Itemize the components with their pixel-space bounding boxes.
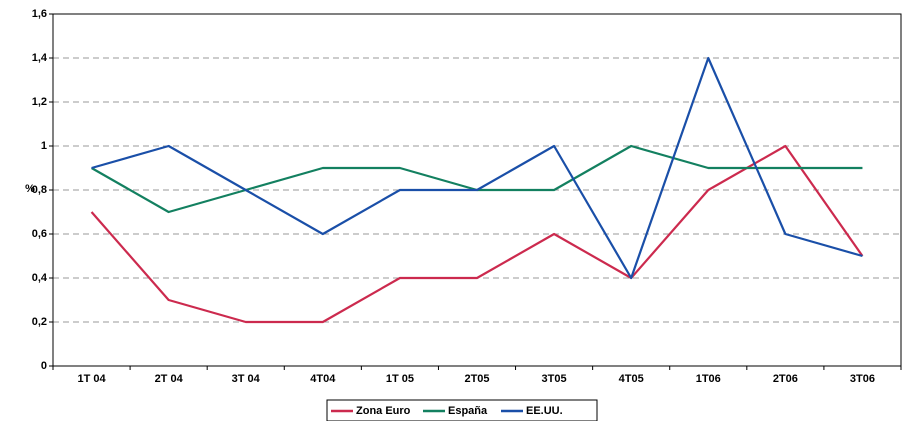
x-tick-label: 2T06 <box>773 373 798 385</box>
x-tick-label: 3T 04 <box>232 373 261 385</box>
y-axis-label: % <box>25 183 35 195</box>
line-series <box>91 56 863 280</box>
y-tick-label: 1,6 <box>32 8 47 20</box>
x-tick-label: 4T05 <box>619 373 644 385</box>
x-tick-label: 1T 05 <box>386 373 414 385</box>
y-tick-label: 0,4 <box>32 272 48 284</box>
x-tick-label: 2T05 <box>464 373 489 385</box>
y-tick-label: 0,2 <box>32 316 47 328</box>
plot-border <box>52 13 902 367</box>
x-tick-label: 3T06 <box>850 373 875 385</box>
legend-label: España <box>448 405 488 417</box>
legend-box <box>326 399 598 421</box>
y-tick-label: 0 <box>41 360 47 372</box>
x-tick-label: 1T 04 <box>77 373 106 385</box>
y-tick-label: 1 <box>41 140 47 152</box>
x-tick-label: 2T 04 <box>155 373 184 385</box>
y-tick-label: 1,4 <box>32 52 48 64</box>
y-tick-label: 0,6 <box>32 228 47 240</box>
legend-label: Zona Euro <box>356 405 411 417</box>
x-tick-label: 1T06 <box>696 373 721 385</box>
y-tick-label: 0,8 <box>32 184 47 196</box>
x-tick-label: 3T05 <box>542 373 567 385</box>
line-series <box>90 144 864 324</box>
line-series <box>91 144 863 214</box>
legend-label: EE.UU. <box>526 405 563 417</box>
x-tick-label: 4T04 <box>310 373 336 385</box>
y-tick-label: 1,2 <box>32 96 47 108</box>
